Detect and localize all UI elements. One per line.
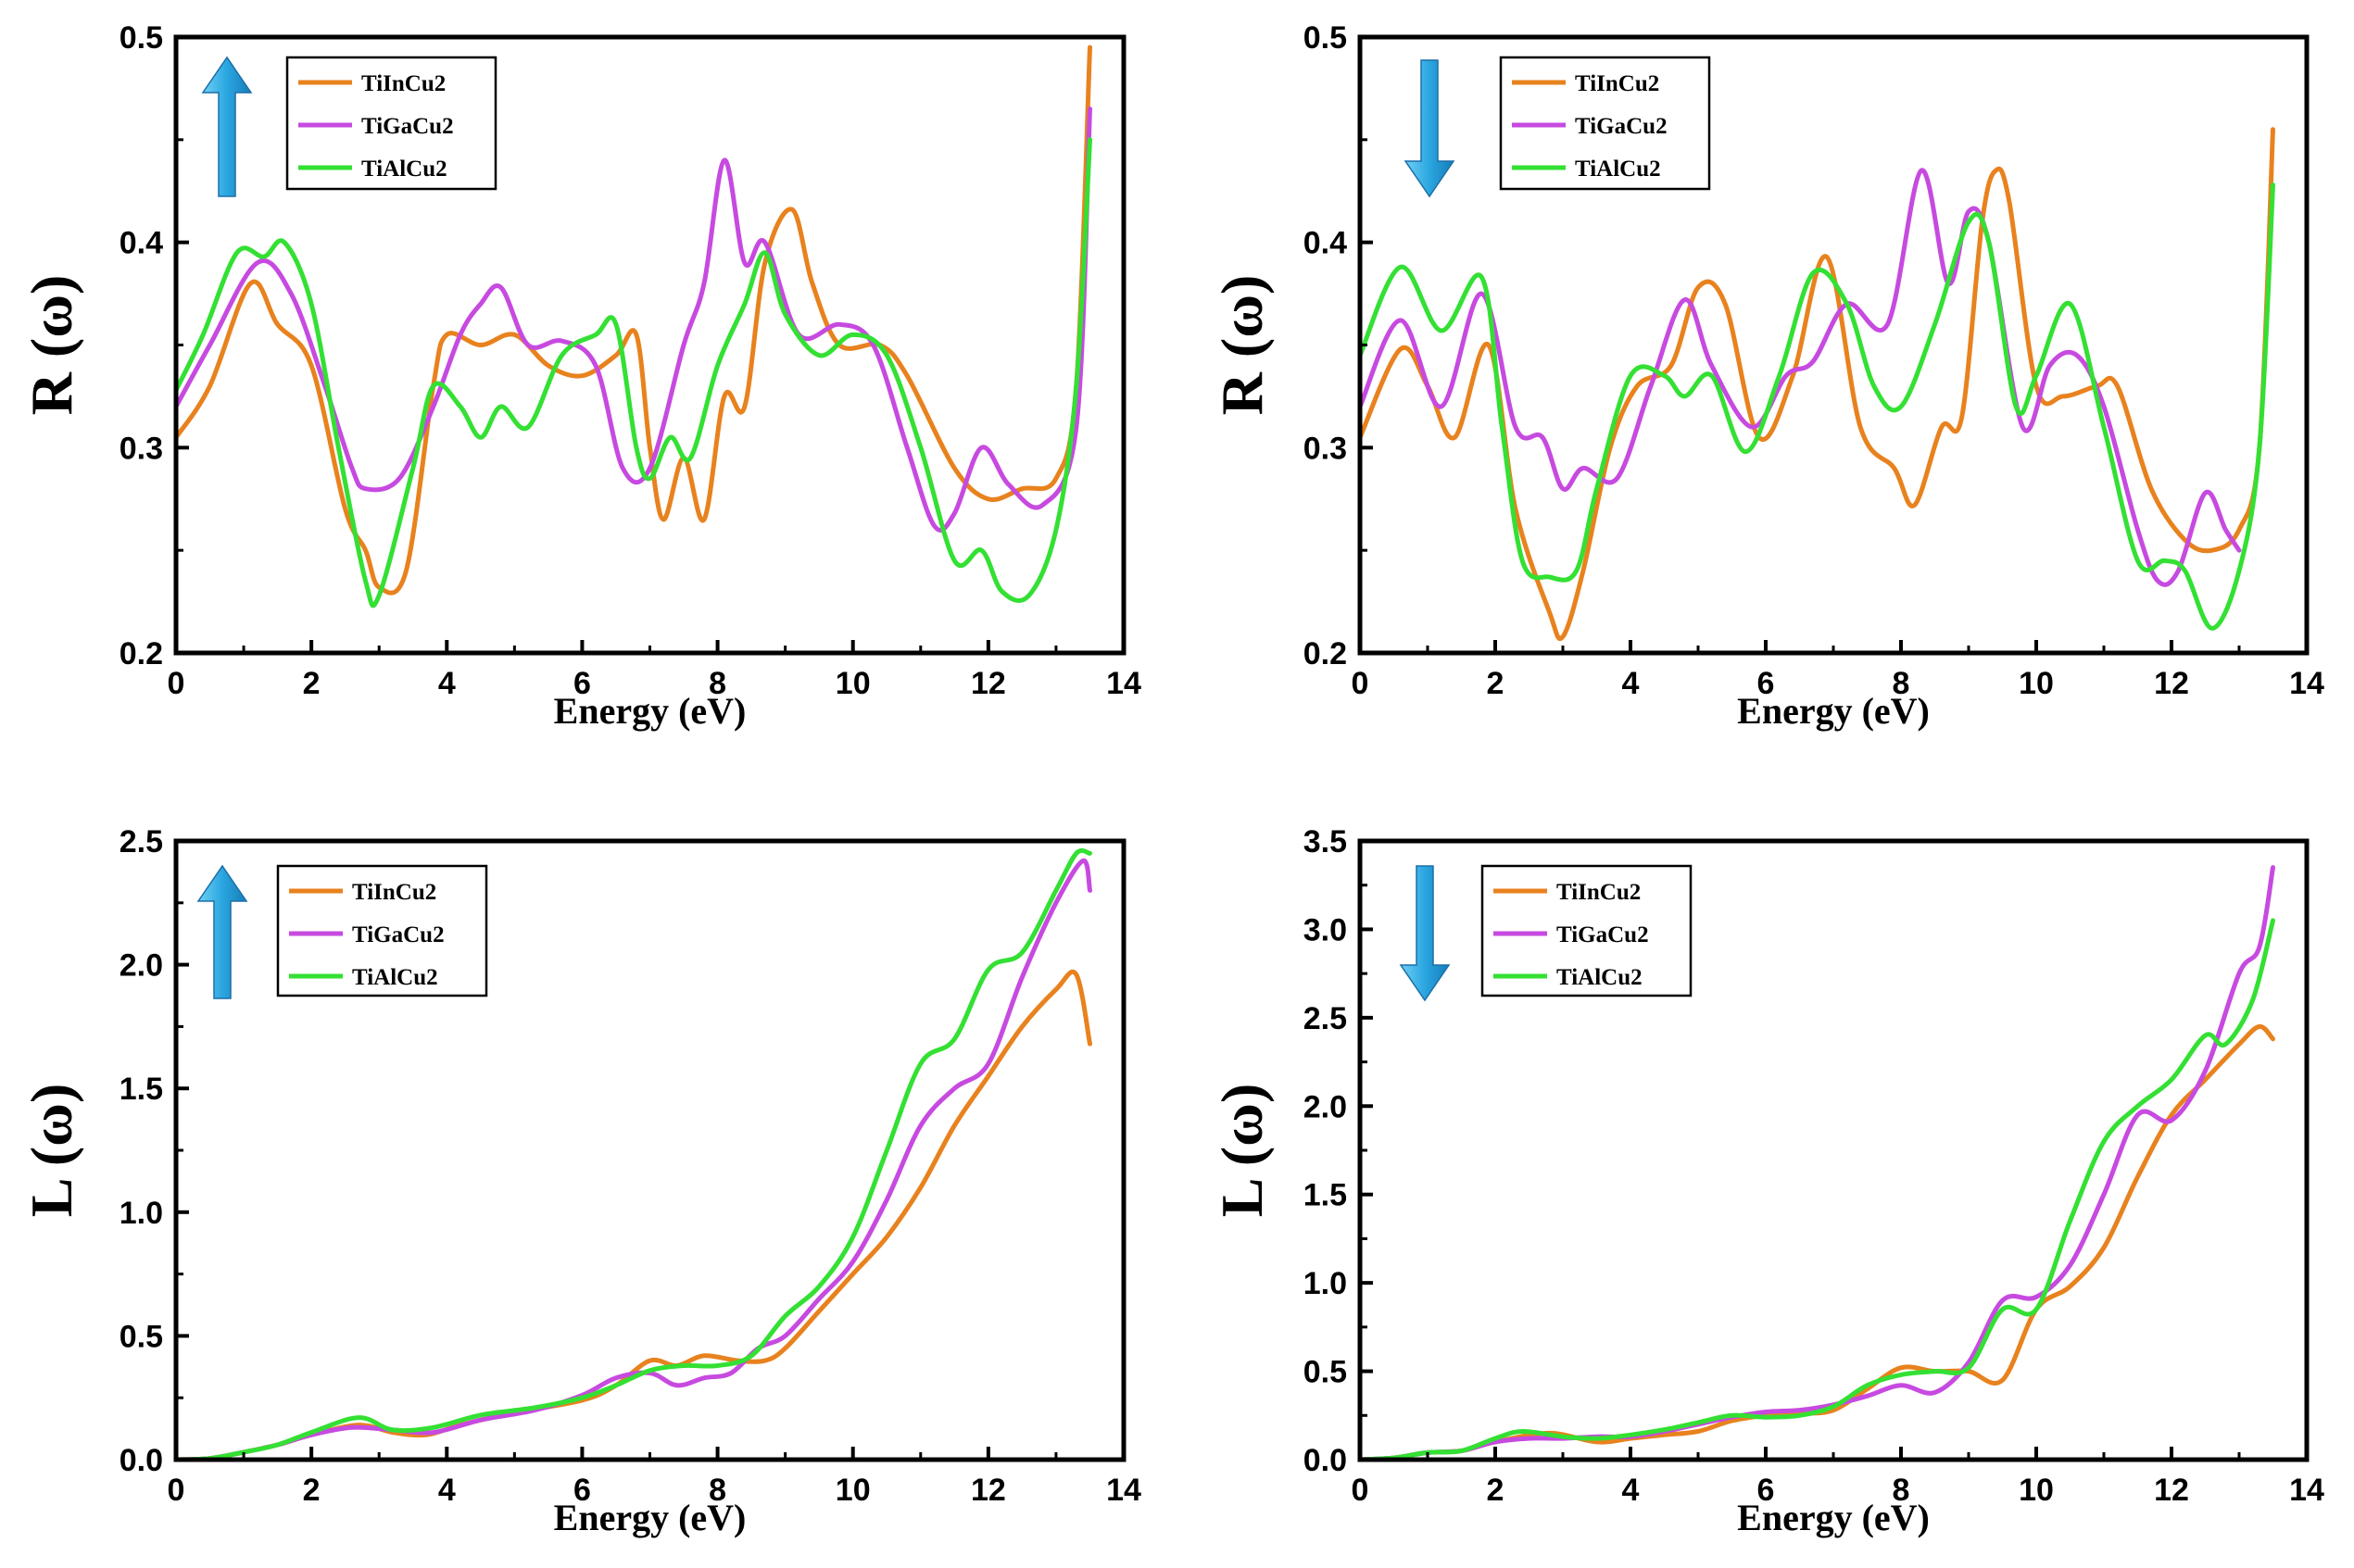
y-tick-label: 0.5 <box>120 20 163 56</box>
legend-label: TiGaCu2 <box>1575 114 1668 139</box>
legend-label: TiGaCu2 <box>352 922 445 947</box>
x-tick-label: 2 <box>303 666 321 701</box>
legend-label: TiAlCu2 <box>361 157 447 182</box>
x-tick-label: 14 <box>2289 666 2324 701</box>
y-tick-label: 2.5 <box>120 824 163 859</box>
x-tick-label: 8 <box>709 1473 726 1508</box>
y-tick-label: 1.0 <box>120 1196 163 1231</box>
x-tick-label: 8 <box>1893 666 1910 701</box>
x-tick-label: 2 <box>303 1473 321 1508</box>
y-tick-label: 0.3 <box>1303 431 1347 466</box>
x-tick-label: 8 <box>1893 1473 1910 1508</box>
chart-panel-L_up: 0 2 4 6 8 10 12 14 0.0 0.5 1.0 1.5 2.0 2.5 Energy (eV)… <box>19 824 1141 1538</box>
y-axis-title: R (ω) <box>1209 275 1275 416</box>
y-axis-title: L (ω) <box>1209 1084 1275 1218</box>
x-tick-label: 2 <box>1487 666 1504 701</box>
x-axis-title: Energy (eV) <box>1737 1497 1930 1538</box>
y-tick-label: 1.5 <box>1303 1178 1347 1213</box>
y-tick-label: 3.0 <box>1303 912 1347 947</box>
y-axis-title: R (ω) <box>19 275 84 416</box>
y-axis-title: L (ω) <box>19 1084 84 1218</box>
series-line-TiAlCu2 <box>1360 182 2275 631</box>
legend: TiInCu2 TiGaCu2 TiAlCu2 <box>285 56 497 191</box>
x-tick-label: 4 <box>438 1473 456 1508</box>
legend: TiInCu2 TiGaCu2 TiAlCu2 <box>1499 56 1711 191</box>
legend-label: TiInCu2 <box>1556 880 1641 905</box>
y-tick-label: 0.3 <box>120 431 163 466</box>
y-tick-label: 2.5 <box>1303 1001 1347 1036</box>
chart-panel-L_down: 0 2 4 6 8 10 12 14 0.0 0.5 1.0 1.5 2.0 2.5 3.0 3.5 Energ… <box>1209 824 2324 1538</box>
chart-panel-R_up: 0 2 4 6 8 10 12 14 0.2 0.3 0.4 0.5 Energy (eV) R (ω) T… <box>19 20 1141 732</box>
legend-label: TiAlCu2 <box>352 965 438 990</box>
x-tick-label: 0 <box>168 1473 185 1508</box>
x-tick-label: 6 <box>1757 666 1775 701</box>
x-tick-label: 6 <box>573 1473 591 1508</box>
y-tick-label: 0.4 <box>1303 226 1347 261</box>
x-tick-label: 12 <box>971 666 1006 701</box>
legend: TiInCu2 TiGaCu2 TiAlCu2 <box>1480 864 1693 997</box>
x-tick-label: 14 <box>1106 666 1141 701</box>
legend-label: TiInCu2 <box>1575 71 1659 96</box>
series-line-TiInCu2 <box>176 969 1092 1460</box>
x-tick-label: 2 <box>1487 1473 1504 1508</box>
x-tick-label: 14 <box>2289 1473 2324 1508</box>
spin-up-arrow-icon <box>196 864 248 999</box>
series-line-TiGaCu2 <box>176 858 1092 1460</box>
x-axis-title: Energy (eV) <box>554 690 747 732</box>
x-tick-label: 4 <box>1622 666 1640 701</box>
legend-label: TiAlCu2 <box>1556 965 1643 990</box>
x-tick-label: 0 <box>168 666 185 701</box>
y-tick-label: 3.5 <box>1303 824 1347 859</box>
x-tick-label: 4 <box>1622 1473 1640 1508</box>
series-line-TiGaCu2 <box>176 107 1092 533</box>
y-tick-label: 0.4 <box>120 226 163 261</box>
legend-label: TiGaCu2 <box>1556 922 1649 947</box>
x-tick-label: 12 <box>2154 1473 2189 1508</box>
y-tick-label: 0.0 <box>120 1443 163 1478</box>
x-tick-label: 4 <box>438 666 456 701</box>
x-axis-title: Energy (eV) <box>1737 690 1930 732</box>
y-tick-label: 2.0 <box>120 948 163 984</box>
x-tick-label: 10 <box>836 666 871 701</box>
x-tick-label: 12 <box>971 1473 1006 1508</box>
x-tick-label: 6 <box>573 666 591 701</box>
y-tick-label: 2.0 <box>1303 1089 1347 1124</box>
series-line-TiInCu2 <box>1360 1023 2275 1460</box>
y-tick-label: 0.5 <box>1303 20 1347 56</box>
series-line-TiAlCu2 <box>1360 918 2275 1460</box>
x-tick-label: 10 <box>836 1473 871 1508</box>
y-tick-label: 1.5 <box>120 1072 163 1107</box>
spin-up-arrow-icon <box>201 56 253 197</box>
legend-label: TiInCu2 <box>361 71 446 96</box>
legend-label: TiAlCu2 <box>1575 157 1661 182</box>
legend-label: TiGaCu2 <box>361 114 454 139</box>
x-tick-label: 10 <box>2019 1473 2054 1508</box>
x-tick-label: 0 <box>1352 666 1369 701</box>
spin-down-arrow-icon <box>1399 865 1451 1002</box>
y-tick-label: 0.5 <box>1303 1355 1347 1390</box>
x-axis-title: Energy (eV) <box>554 1497 747 1538</box>
legend: TiInCu2 TiGaCu2 TiAlCu2 <box>276 864 488 997</box>
series-line-TiInCu2 <box>1360 127 2275 641</box>
series-line-TiGaCu2 <box>1360 865 2275 1460</box>
x-tick-label: 10 <box>2019 666 2054 701</box>
x-tick-label: 8 <box>709 666 726 701</box>
x-tick-label: 12 <box>2154 666 2189 701</box>
y-tick-label: 1.0 <box>1303 1266 1347 1301</box>
series-line-TiAlCu2 <box>176 847 1092 1460</box>
y-tick-label: 0.5 <box>120 1319 163 1354</box>
y-tick-label: 0.0 <box>1303 1443 1347 1478</box>
chart-panel-R_down: 0 2 4 6 8 10 12 14 0.2 0.3 0.4 0.5 Energy (eV) R (ω) T… <box>1209 20 2324 732</box>
series-line-TiAlCu2 <box>176 137 1092 608</box>
x-tick-label: 6 <box>1757 1473 1775 1508</box>
y-tick-label: 0.2 <box>120 636 163 671</box>
x-tick-label: 14 <box>1106 1473 1141 1508</box>
legend-label: TiInCu2 <box>352 880 436 905</box>
y-tick-label: 0.2 <box>1303 636 1347 671</box>
spin-down-arrow-icon <box>1404 59 1455 198</box>
x-tick-label: 0 <box>1352 1473 1369 1508</box>
